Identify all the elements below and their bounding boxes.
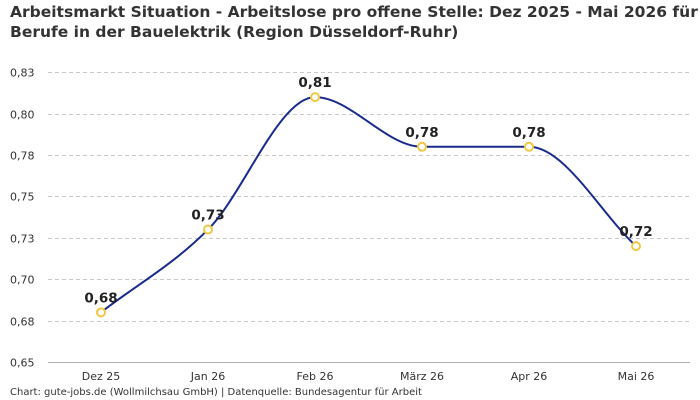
data-point-marker — [631, 241, 641, 252]
data-point-marker — [96, 307, 106, 318]
data-label: 0,68 — [84, 290, 117, 306]
data-label: 0,78 — [405, 125, 438, 141]
y-tick-label: 0,73 — [10, 233, 35, 246]
series — [96, 92, 641, 318]
data-labels: 0,68 0,73 0,81 0,78 0,78 0,72 — [84, 75, 652, 306]
chart-title-line-1: Arbeitsmarkt Situation - Arbeitslose pro… — [10, 3, 698, 21]
y-tick-label: 0,68 — [10, 316, 35, 329]
chart-source-footer: Chart: gute-jobs.de (Wollmilchsau GmbH) … — [10, 387, 422, 398]
data-point-marker — [203, 224, 213, 235]
y-tick-label: 0,75 — [10, 191, 35, 204]
y-tick-label: 0,80 — [10, 109, 35, 122]
y-tick-label: 0,83 — [10, 67, 35, 80]
data-point-marker — [524, 141, 534, 152]
data-label: 0,78 — [512, 125, 545, 141]
chart-title: Arbeitsmarkt Situation - Arbeitslose pro… — [10, 2, 698, 42]
x-axis: Dez 25 Jan 26 Feb 26 März 26 Apr 26 Mai 26 — [82, 370, 655, 383]
x-tick-label: Feb 26 — [297, 370, 334, 383]
data-point-marker — [417, 141, 427, 152]
data-label: 0,73 — [191, 208, 224, 224]
series-line — [100, 96, 637, 314]
x-tick-label: März 26 — [400, 370, 444, 383]
chart-title-line-2: Berufe in der Bauelektrik (Region Düssel… — [10, 23, 459, 41]
data-label: 0,72 — [619, 224, 652, 240]
data-point-marker — [310, 92, 320, 103]
y-tick-label: 0,65 — [10, 357, 35, 370]
x-tick-label: Dez 25 — [82, 370, 121, 383]
y-tick-label: 0,78 — [10, 150, 35, 163]
x-tick-label: Mai 26 — [618, 370, 655, 383]
y-axis: 0,65 0,68 0,70 0,73 0,75 0,78 0,80 0,83 — [10, 67, 35, 370]
x-tick-label: Jan 26 — [190, 370, 225, 383]
y-tick-label: 0,70 — [10, 274, 35, 287]
grid — [48, 72, 690, 363]
data-label: 0,81 — [298, 75, 331, 91]
x-tick-label: Apr 26 — [511, 370, 548, 383]
